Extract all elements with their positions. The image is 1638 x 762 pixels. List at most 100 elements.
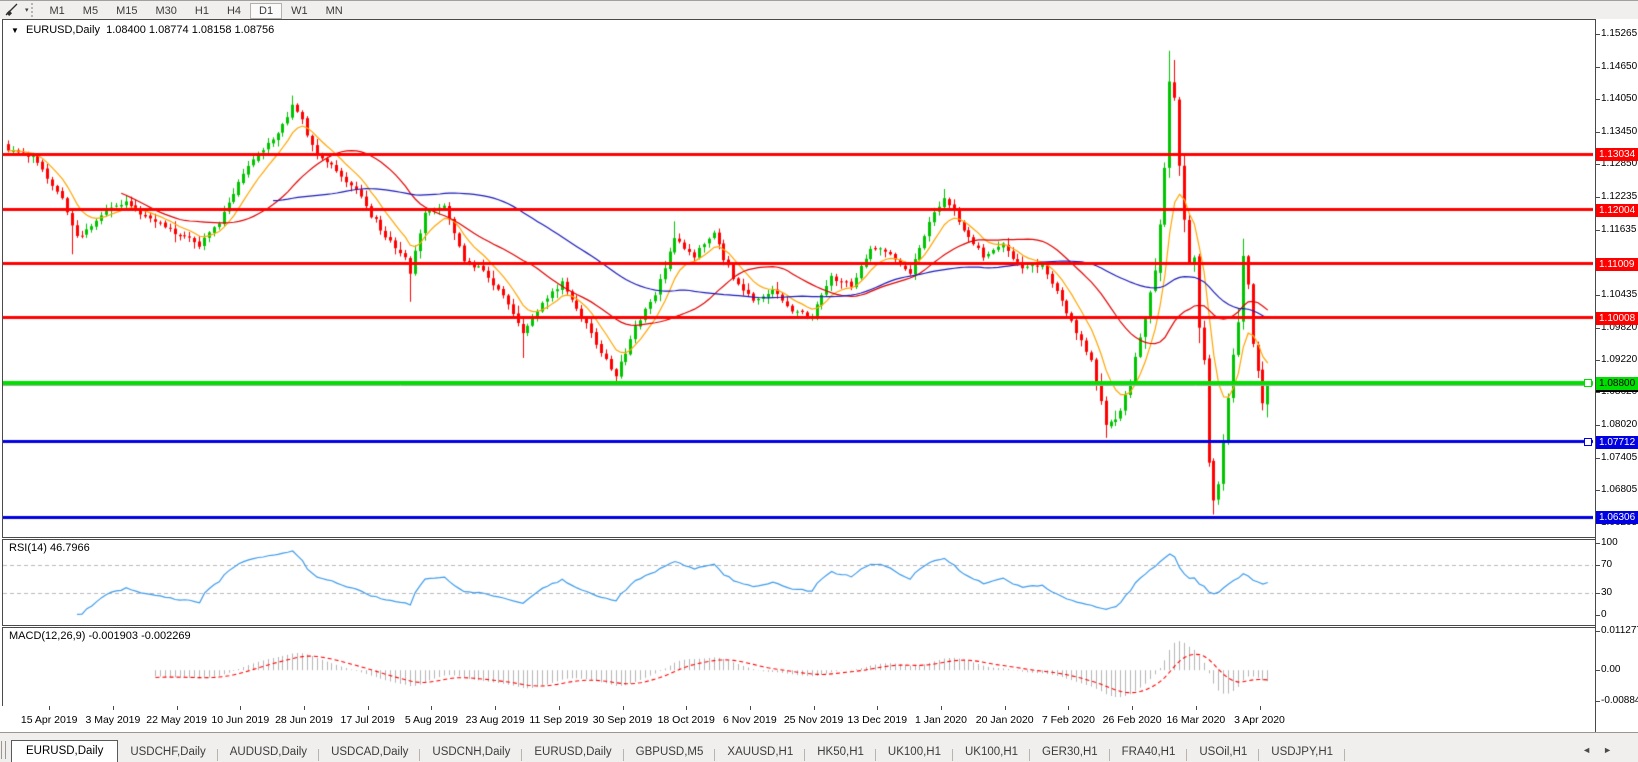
- tab-separator: [714, 749, 716, 761]
- rsi-scale-tick: [1596, 565, 1600, 566]
- tab-separator: [874, 749, 876, 761]
- hline-price-badge: 1.08800: [1596, 377, 1638, 390]
- tab-separator: [1108, 749, 1110, 761]
- rsi-scale-label: 0: [1601, 609, 1607, 620]
- date-axis-tick: [941, 706, 942, 710]
- hline-price-badge: 1.12004: [1596, 204, 1638, 217]
- macd-scale-tick: [1596, 670, 1600, 671]
- chart-tab-hk50-h1[interactable]: HK50,H1: [805, 743, 876, 762]
- timeframe-button-m5[interactable]: M5: [82, 5, 99, 17]
- hline-edit-marker[interactable]: [1584, 379, 1592, 387]
- date-axis-label: 5 Aug 2019: [404, 714, 458, 726]
- tab-separator: [1029, 749, 1031, 761]
- chart-tab-usdcnh-daily[interactable]: USDCNH,Daily: [420, 743, 523, 762]
- timeframe-button-m30[interactable]: M30: [155, 5, 177, 17]
- date-axis-label: 11 Sep 2019: [529, 714, 589, 726]
- price-pane[interactable]: ▼ EURUSD,Daily 1.08400 1.08774 1.08158 1…: [2, 19, 1596, 538]
- chart-tab-audusd-daily[interactable]: AUDUSD,Daily: [218, 743, 320, 762]
- timeframe-button-h1[interactable]: H1: [194, 5, 209, 17]
- timeframe-button-w1[interactable]: W1: [291, 5, 308, 17]
- date-axis-label: 18 Oct 2019: [657, 714, 715, 726]
- timeframe-button-m15[interactable]: M15: [116, 5, 138, 17]
- rsi-scale-tick: [1596, 543, 1600, 544]
- date-axis-label: 17 Jul 2019: [340, 714, 395, 726]
- chart-title-caret-icon[interactable]: ▼: [11, 26, 19, 35]
- tab-separator: [1186, 749, 1188, 761]
- date-axis-tick: [49, 706, 51, 710]
- chart-tab-usdchf-daily[interactable]: USDCHF,Daily: [118, 743, 218, 762]
- date-axis-tick: [304, 706, 305, 710]
- trendline-draw-icon[interactable]: [0, 2, 23, 18]
- price-axis-tick: [1596, 392, 1600, 393]
- tab-separator: [622, 749, 624, 761]
- timeframe-button-m1[interactable]: M1: [49, 5, 65, 17]
- macd-canvas[interactable]: [3, 628, 1593, 704]
- chart-tab-usoil-h1[interactable]: USOil,H1: [1187, 743, 1260, 762]
- chart-tab-usdjpy-h1[interactable]: USDJPY,H1: [1259, 743, 1346, 762]
- price-axis-tick: [1596, 164, 1600, 165]
- tab-scroll-left-icon[interactable]: ◄: [1582, 745, 1604, 755]
- date-axis[interactable]: 15 Apr 2019 3 May 2019 22 May 2019 10 Jun 2…: [2, 706, 1595, 732]
- date-axis-label: 22 May 2019: [146, 714, 207, 726]
- hline-price-badge: 1.11009: [1596, 258, 1638, 271]
- rsi-label: RSI(14) 46.7966: [9, 542, 90, 554]
- price-axis-label: 1.12850: [1601, 158, 1638, 169]
- price-axis-tick: [1596, 99, 1600, 100]
- date-axis-tick: [1195, 706, 1197, 710]
- date-axis-tick: [176, 706, 178, 710]
- tab-separator: [521, 749, 523, 761]
- rsi-scale-label: 30: [1601, 587, 1613, 598]
- chart-tab-ger30-h1[interactable]: GER30,H1: [1030, 743, 1110, 762]
- chart-tab-usdcad-daily[interactable]: USDCAD,Daily: [319, 743, 421, 762]
- trendline-draw-icon-glyph: [5, 3, 18, 17]
- date-axis-tick: [813, 706, 815, 710]
- timeframe-button-h4[interactable]: H4: [226, 5, 242, 17]
- draw-tool-caret-icon[interactable]: ▾: [25, 7, 29, 14]
- macd-pane[interactable]: MACD(12,26,9) -0.001903 -0.002269: [2, 627, 1596, 707]
- date-axis-label: 26 Feb 2020: [1102, 714, 1162, 726]
- price-axis-label: 1.14650: [1601, 61, 1638, 72]
- timeframe-button-d1[interactable]: D1: [250, 3, 283, 19]
- rsi-pane[interactable]: RSI(14) 46.7966: [2, 539, 1596, 626]
- rsi-scale-tick: [1596, 615, 1600, 616]
- date-axis-tick: [1004, 706, 1006, 710]
- price-axis-label: 1.09220: [1601, 354, 1638, 365]
- chart-tab-bar: EURUSD,Daily USDCHF,Daily AUDUSD,Daily USDC…: [0, 732, 1638, 762]
- timeframe-button-mn[interactable]: MN: [325, 5, 343, 17]
- price-axis-label: 1.14050: [1601, 93, 1638, 104]
- macd-scale-tick: [1596, 701, 1600, 702]
- rsi-canvas[interactable]: [3, 540, 1593, 623]
- price-scale[interactable]: 1.15265 1.14650 1.14050 1.13450 1.12850 1.122…: [1595, 19, 1638, 732]
- chart-tab-eurusd-daily[interactable]: EURUSD,Daily: [11, 740, 119, 762]
- macd-scale-label: 0.00: [1601, 664, 1621, 675]
- tab-separator: [1258, 749, 1260, 761]
- date-axis-label: 20 Jan 2020: [975, 714, 1034, 726]
- tab-separator: [216, 749, 218, 761]
- chart-tab-eurusd-daily[interactable]: EURUSD,Daily: [522, 743, 624, 762]
- candlestick-canvas[interactable]: [3, 20, 1593, 535]
- chart-tab-fra40-h1[interactable]: FRA40,H1: [1110, 743, 1188, 762]
- date-axis-tick: [431, 706, 433, 710]
- chart-tab-gbpusd-m5[interactable]: GBPUSD,M5: [624, 743, 716, 762]
- tab-list: EURUSD,Daily USDCHF,Daily AUDUSD,Daily USDC…: [7, 740, 1346, 762]
- chart-tab-uk100-h1[interactable]: UK100,H1: [876, 743, 953, 762]
- tab-separator: [804, 749, 806, 761]
- price-axis-tick: [1596, 230, 1600, 231]
- chart-ohlc-values: 1.08400 1.08774 1.08158 1.08756: [106, 24, 275, 36]
- chart-symbol-period: EURUSD,Daily: [25, 24, 100, 36]
- chart-title: ▼ EURUSD,Daily 1.08400 1.08774 1.08158 1…: [11, 24, 274, 36]
- price-axis-tick: [1596, 67, 1600, 68]
- chart-tab-uk100-h1[interactable]: UK100,H1: [953, 743, 1031, 762]
- tab-scroll-right-icon[interactable]: ►: [1603, 745, 1624, 755]
- hline-edit-marker[interactable]: [1584, 438, 1592, 446]
- chart-tab-xauusd-h1[interactable]: XAUUSD,H1: [715, 743, 806, 762]
- price-axis-tick: [1596, 34, 1600, 35]
- date-axis-tick: [877, 706, 879, 710]
- date-axis-label: 10 Jun 2019: [211, 714, 270, 726]
- price-axis-label: 1.07405: [1601, 452, 1638, 463]
- tab-separator: [1344, 749, 1346, 761]
- hline-price-badge: 1.07712: [1596, 436, 1638, 449]
- macd-scale-label: -0.008845: [1601, 695, 1638, 706]
- tab-separator: [951, 749, 953, 761]
- price-axis-label: 1.13450: [1601, 126, 1638, 137]
